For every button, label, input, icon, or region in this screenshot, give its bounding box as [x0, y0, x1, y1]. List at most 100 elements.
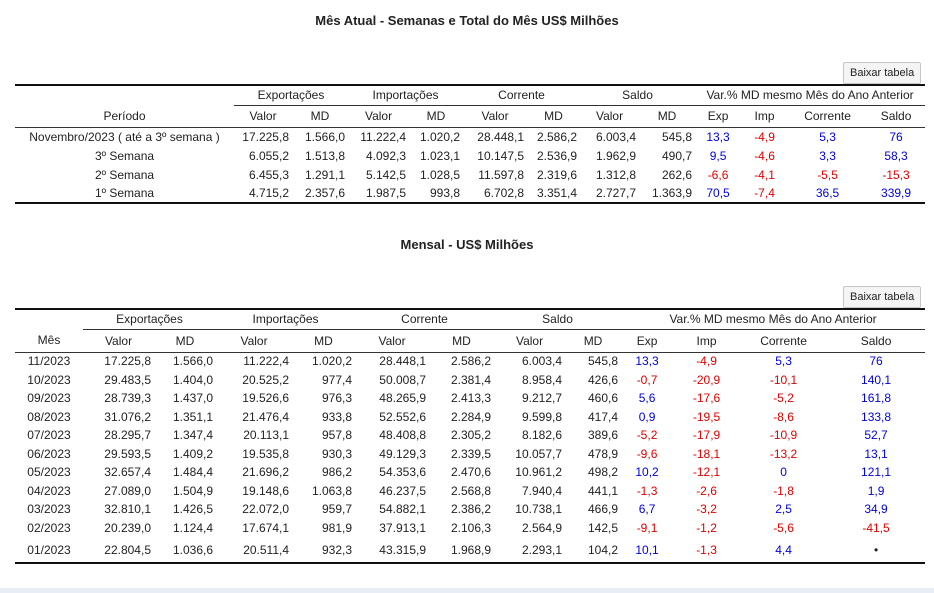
table-cell: 7.940,4: [521, 483, 563, 498]
section2-title: Mensal - US$ Milhões: [400, 237, 534, 252]
group-header: Corrente: [355, 309, 495, 330]
table-cell: 70,5: [695, 184, 742, 204]
table-cell: 2.586,2: [450, 354, 492, 369]
column-header: MD: [565, 329, 622, 353]
table-cell: 1.484,4: [172, 465, 214, 479]
table-cell: 1.351,1: [172, 409, 214, 424]
table-cell: 1.504,9: [172, 483, 214, 498]
table-cell: 2.413,3: [450, 391, 492, 405]
monthly-table: Exportações Importações Corrente Saldo Var.%…: [15, 308, 926, 564]
table-cell: •: [827, 537, 926, 564]
table-cell: 20.511,4: [216, 537, 293, 564]
table-cell: 121,1: [861, 465, 892, 479]
table-cell: 10/2023: [27, 372, 71, 387]
table-cell: 2,5: [775, 502, 792, 516]
table-cell: 417,4: [588, 409, 619, 424]
table-cell: 957,8: [321, 428, 353, 442]
table-cell: -9,1: [636, 520, 658, 535]
table-cell: 1.124,4: [172, 520, 214, 535]
table-cell: 1.020,2: [419, 129, 461, 144]
table-cell: 10.738,1: [515, 502, 563, 516]
table-row: 06/2023 29.593,5 1.409,2 19.535,8 930,3 49.12…: [15, 444, 925, 463]
group-header: Importações: [348, 85, 464, 106]
table-cell: -1,2: [696, 520, 717, 535]
table-cell: 2.536,9: [536, 148, 578, 163]
table-cell: 6.055,2: [248, 148, 289, 163]
table-cell: 22.804,5: [83, 537, 154, 564]
table-cell: 4.092,3: [365, 148, 407, 163]
table-cell: -5,6: [773, 520, 794, 535]
table-cell: 1.036,6: [154, 537, 217, 564]
table-row: 3º Semana 6.055,2 1.513,8 4.092,3 1.023,1 10.…: [15, 146, 925, 165]
table-cell: 1,9: [867, 483, 885, 498]
table-row: 04/2023 27.089,0 1.504,9 19.148,6 1.063,8 46.…: [15, 481, 925, 500]
table-cell: 1.020,2: [311, 354, 353, 369]
table-cell: 6.702,8: [463, 184, 528, 204]
column-header: Corrente: [788, 105, 868, 128]
table-cell: 17.225,8: [242, 129, 289, 144]
table-cell: 1.363,9: [639, 184, 696, 204]
download-table-button-1[interactable]: Baixar tabela: [843, 62, 922, 84]
column-header: MD: [429, 329, 495, 353]
table-cell: 986,2: [321, 465, 353, 479]
table-row: 07/2023 28.295,7 1.347,4 20.113,1 957,8 48.40…: [15, 426, 925, 444]
table-cell: 10.147,5: [477, 148, 525, 163]
table-cell: 06/2023: [27, 446, 71, 461]
table-cell: 2º Semana: [94, 167, 155, 182]
table-cell: -3,2: [696, 502, 717, 516]
section1-title: Mês Atual - Semanas e Total do Mês US$ M…: [315, 13, 619, 28]
weekly-table: Exportações Importações Corrente Saldo Var.%…: [15, 84, 926, 204]
table-cell: 262,6: [662, 167, 693, 182]
table-cell: 1.968,9: [429, 537, 495, 564]
table-cell: -10,9: [769, 428, 798, 442]
table-cell: 460,6: [588, 391, 619, 405]
table-cell: 2.564,9: [521, 520, 563, 535]
table-cell: 2.339,5: [450, 446, 492, 461]
table-cell: 478,9: [588, 446, 619, 461]
table-cell: 2.357,6: [292, 184, 349, 204]
table-cell: 4.715,2: [234, 184, 292, 204]
table-cell: 1.566,0: [304, 129, 346, 144]
table-cell: 9.599,8: [521, 409, 563, 424]
table-cell: -5,2: [773, 391, 794, 405]
column-header: Valor: [234, 105, 292, 128]
table-cell: -2,6: [696, 483, 717, 498]
table-row: 01/2023 22.804,5 1.036,6 20.511,4 932,3 43.31…: [15, 537, 926, 564]
column-header: Valor: [580, 105, 640, 128]
table-cell: 6.003,4: [521, 354, 563, 369]
column-header: Valor: [83, 329, 154, 353]
table-cell: -7,4: [741, 184, 789, 204]
column-header: Imp: [741, 105, 789, 128]
table-cell: 2.106,3: [450, 520, 492, 535]
table-cell: -6,6: [707, 167, 729, 182]
table-cell: 3º Semana: [94, 148, 155, 163]
table-cell: 1.023,1: [419, 148, 461, 163]
table-cell: 46.237,5: [379, 483, 427, 498]
table-cell: -9,6: [636, 446, 658, 461]
table-cell: -4,1: [754, 167, 775, 182]
table-cell: 9,5: [709, 148, 727, 163]
table-cell: 1.566,0: [172, 354, 214, 369]
table-cell: 10,1: [621, 537, 674, 564]
table-cell: 13,1: [864, 446, 888, 461]
table-cell: 930,3: [321, 446, 353, 461]
table-cell: -41,5: [862, 520, 890, 535]
table-row: 1º Semana 4.715,2 2.357,6 1.987,5 993,8 6.702…: [15, 184, 926, 204]
table-cell: 49.129,3: [379, 446, 427, 461]
table-cell: 441,1: [588, 483, 619, 498]
table-cell: -19,5: [692, 409, 721, 424]
column-header: MD: [639, 105, 696, 128]
table-cell: 76: [889, 129, 903, 144]
table-cell: 29.483,5: [104, 372, 151, 387]
table-cell: -4,9: [754, 129, 775, 144]
table-cell: 52,7: [864, 428, 888, 442]
table-cell: 01/2023: [15, 537, 83, 564]
column-header: Período: [15, 105, 234, 128]
table-cell: -18,1: [692, 446, 721, 461]
table-cell: 959,7: [321, 502, 353, 516]
download-table-button-2[interactable]: Baixar tabela: [843, 286, 922, 308]
table-cell: 11.597,8: [478, 167, 525, 182]
table-cell: 22.072,0: [242, 502, 290, 516]
table-cell: -17,9: [692, 428, 721, 442]
table-cell: 1.437,0: [172, 391, 214, 405]
